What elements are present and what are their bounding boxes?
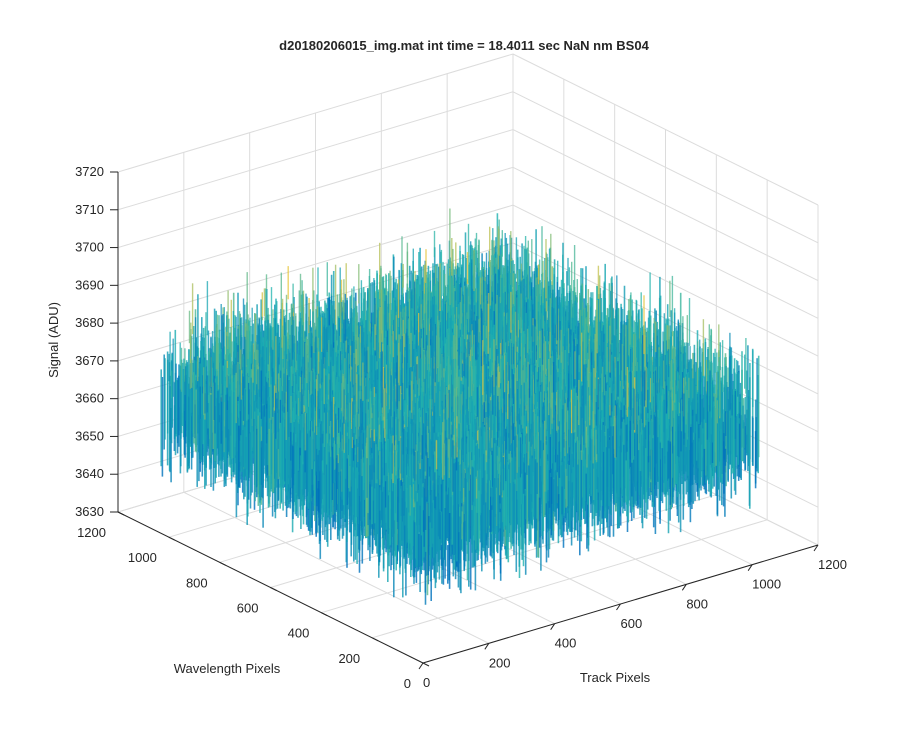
chart-title: d20180206015_img.mat int time = 18.4011 … xyxy=(279,38,649,53)
wall-grid-z xyxy=(117,129,514,249)
wall-grid-z2 xyxy=(512,91,819,244)
floor-grid-y xyxy=(372,519,768,639)
wall-grid-z xyxy=(117,204,514,324)
wall-grid-z2 xyxy=(512,204,819,357)
wall-grid-z xyxy=(117,91,514,211)
wall-grid-z2 xyxy=(512,53,819,206)
wall-grid-z2 xyxy=(512,242,819,395)
wall-grid-z xyxy=(117,242,514,362)
wall-grid-z xyxy=(117,166,514,286)
wall-grid-z2 xyxy=(512,129,819,282)
wall-grid-z xyxy=(117,53,514,173)
wall-grid-z2 xyxy=(512,166,819,319)
surface-data xyxy=(160,208,760,605)
